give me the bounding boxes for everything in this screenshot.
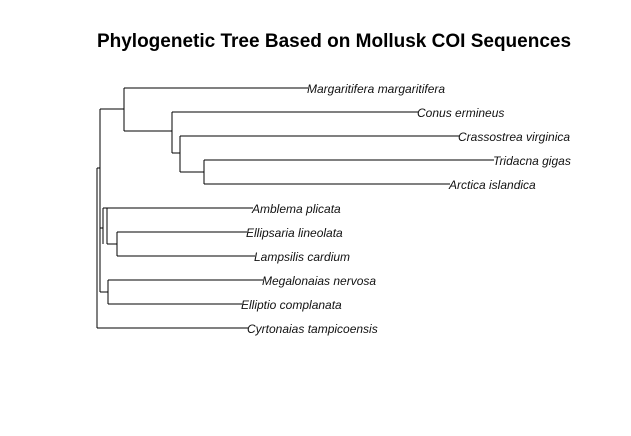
- tip-label-arctica-islandica: Arctica islandica: [448, 178, 536, 192]
- tip-label-margaritifera-margaritifera: Margaritifera margaritifera: [307, 82, 445, 96]
- tip-label-tridacna-gigas: Tridacna gigas: [493, 154, 571, 168]
- tip-label-amblema-plicata: Amblema plicata: [251, 202, 341, 216]
- tree-branches: [96, 87, 494, 329]
- tip-label-megalonaias-nervosa: Megalonaias nervosa: [262, 274, 376, 288]
- tip-label-cyrtonaias-tampicoensis: Cyrtonaias tampicoensis: [247, 322, 378, 336]
- tip-labels: Margaritifera margaritifera Conus ermine…: [241, 82, 571, 336]
- tip-label-ellipsaria-lineolata: Ellipsaria lineolata: [246, 226, 343, 240]
- figure-title: Phylogenetic Tree Based on Mollusk COI S…: [97, 31, 571, 52]
- tip-label-crassostrea-virginica: Crassostrea virginica: [458, 130, 570, 144]
- tip-label-conus-ermineus: Conus ermineus: [417, 106, 504, 120]
- tip-label-lampsilis-cardium: Lampsilis cardium: [254, 250, 350, 264]
- tip-label-elliptio-complanata: Elliptio complanata: [241, 298, 342, 312]
